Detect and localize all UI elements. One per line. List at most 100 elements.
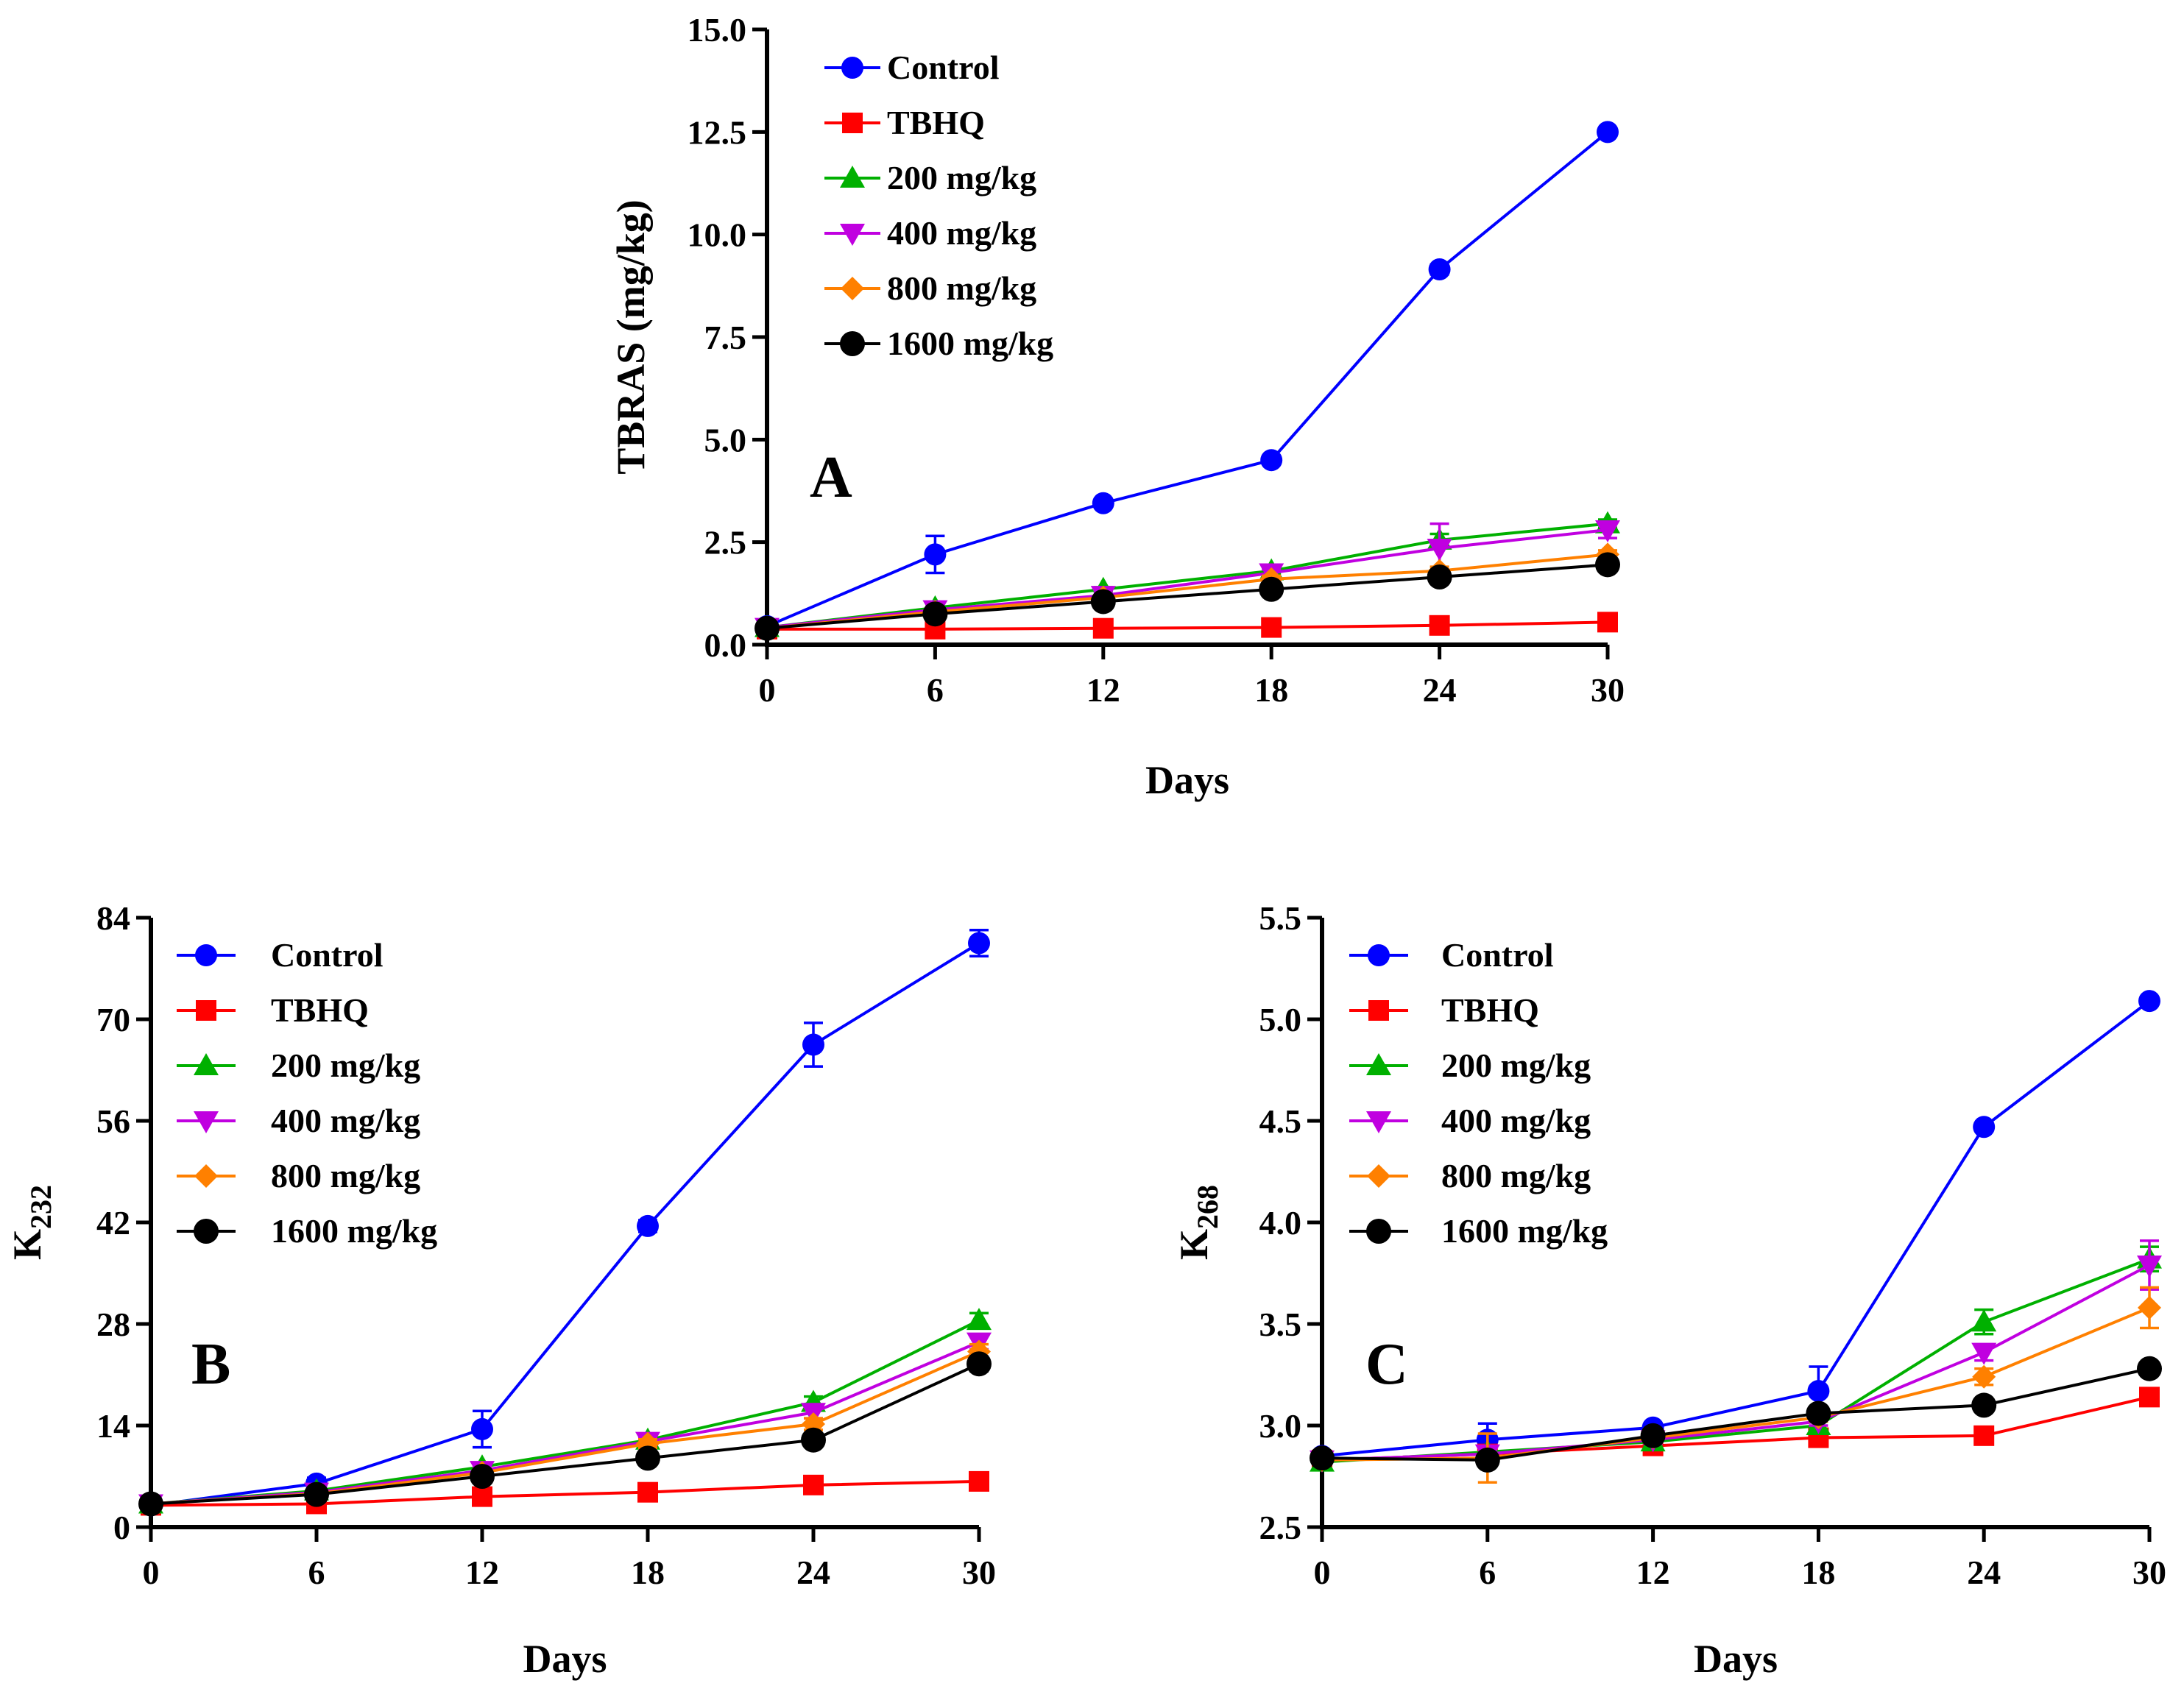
panel-c-x-tick-label: 6 xyxy=(1479,1554,1496,1591)
panel-c-legend-label: 800 mg/kg xyxy=(1441,1157,1591,1194)
panel-c-legend-label: 1600 mg/kg xyxy=(1441,1212,1608,1250)
panel-a-line-tbhq xyxy=(767,620,1608,631)
panel-b-point-control xyxy=(968,932,990,955)
panel-c-legend-label: 200 mg/kg xyxy=(1441,1047,1591,1084)
panel-b-x-axis-title: Days xyxy=(523,1637,607,1681)
panel-c-y-tick-label: 3.5 xyxy=(1259,1306,1302,1343)
panel-c-y-tick-label: 5.5 xyxy=(1259,899,1302,937)
panel-b-series-1600-mg-kg xyxy=(138,1351,992,1517)
panel-c-series-200-mg-kg xyxy=(1310,1245,2162,1472)
panel-c-y-tick-label: 3.0 xyxy=(1259,1407,1302,1445)
panel-b-legend-label: Control xyxy=(271,936,384,974)
panel-c-x-tick-label: 18 xyxy=(1801,1554,1835,1591)
panel-c-y-tick-label: 5.0 xyxy=(1259,1001,1302,1038)
panel-c-point-200-mg-kg xyxy=(1971,1309,1997,1332)
panel-c-point-1600-mg-kg xyxy=(1806,1401,1831,1426)
panel-b-y-axis-title: K232 xyxy=(5,1185,57,1260)
panel-a-point-tbhq xyxy=(1261,617,1282,638)
panel-a-y-tick-label: 0.0 xyxy=(704,626,747,664)
panel-b-letter: B xyxy=(191,1332,230,1397)
panel-a-legend: Control TBHQ 200 mg/kg 400 mg/kg 800 mg/kg 16… xyxy=(824,49,1053,362)
panel-b-point-200-mg-kg xyxy=(966,1308,992,1331)
panel-c-x-tick-label: 30 xyxy=(2132,1554,2166,1591)
panel-b-legend-label: 800 mg/kg xyxy=(271,1157,420,1194)
panel-b-point-control xyxy=(471,1417,493,1440)
panel-c-point-tbhq xyxy=(1973,1425,1995,1446)
panel-c-point-1600-mg-kg xyxy=(1971,1392,1997,1418)
panel-c-line-400-mg-kg xyxy=(1321,1264,2150,1462)
panel-b-line-200-mg-kg xyxy=(150,1319,980,1506)
panel-b-point-control xyxy=(802,1033,824,1056)
panel-a-x-tick-label: 30 xyxy=(1591,671,1625,709)
panel-b-y-tick-label: 42 xyxy=(96,1204,130,1242)
panel-a-legend-marker-1600-mg-kg xyxy=(840,331,865,356)
panel-a-x-tick-label: 0 xyxy=(759,671,776,709)
panel-b-y-tick-label: 28 xyxy=(96,1306,130,1343)
panel-c-y-tick-label: 4.0 xyxy=(1259,1204,1302,1242)
panel-a-point-400-mg-kg xyxy=(1595,520,1620,542)
panel-b-legend-label: 1600 mg/kg xyxy=(271,1212,437,1250)
panel-a-point-tbhq xyxy=(1092,617,1114,639)
panel-a-line-800-mg-kg xyxy=(766,553,1608,630)
panel-b-y-tick-label: 84 xyxy=(96,899,130,937)
panel-b-x-tick-label: 30 xyxy=(962,1554,996,1591)
panel-c-legend-label: 400 mg/kg xyxy=(1441,1102,1591,1139)
panel-c-letter: C xyxy=(1365,1332,1408,1397)
panel-c-legend-label: Control xyxy=(1441,936,1554,974)
panel-a-legend-marker-800-mg-kg xyxy=(841,277,864,300)
panel-c-legend-marker-control xyxy=(1368,944,1390,966)
panel-c-point-1600-mg-kg xyxy=(1640,1423,1666,1448)
panel-c-legend-marker-400-mg-kg xyxy=(1366,1111,1391,1133)
panel-b-series-control xyxy=(140,929,990,1517)
panel-c-x-tick-label: 24 xyxy=(1967,1554,2001,1591)
panel-a-line-200-mg-kg xyxy=(766,522,1608,629)
panel-b-point-1600-mg-kg xyxy=(801,1427,826,1453)
panel-a-x-tick-label: 12 xyxy=(1086,671,1120,709)
panel-a-legend-label: 400 mg/kg xyxy=(887,214,1036,252)
panel-a-x-axis-title: Days xyxy=(1145,758,1229,802)
panel-a-point-1600-mg-kg xyxy=(1090,589,1116,615)
panel-a-point-1600-mg-kg xyxy=(1427,564,1452,590)
panel-c-point-control xyxy=(1973,1116,1996,1139)
panel-c-point-control xyxy=(2138,990,2160,1013)
panel-b-legend-label: 400 mg/kg xyxy=(271,1102,420,1139)
panel-a-y-tick-label: 12.5 xyxy=(688,113,747,151)
panel-a-point-1600-mg-kg xyxy=(754,615,780,641)
panel-c-point-1600-mg-kg xyxy=(1474,1447,1500,1473)
panel-b-point-1600-mg-kg xyxy=(470,1464,495,1489)
panel-b-legend-marker-tbhq xyxy=(196,1000,216,1021)
panel-c-line-1600-mg-kg xyxy=(1321,1367,2150,1462)
panel-b-y-tick-label: 70 xyxy=(96,1001,130,1038)
panel-a-letter: A xyxy=(810,445,852,510)
panel-c-legend-marker-200-mg-kg xyxy=(1366,1053,1391,1075)
panel-a-legend-label: 1600 mg/kg xyxy=(887,325,1053,362)
panel-b-x-tick-label: 24 xyxy=(796,1554,830,1591)
panel-b-line-1600-mg-kg xyxy=(150,1362,980,1506)
panel-b-point-tbhq xyxy=(637,1481,658,1503)
panel-c-x-tick-label: 12 xyxy=(1636,1554,1670,1591)
panel-c-point-tbhq xyxy=(2139,1387,2160,1408)
panel-a-legend-label: 800 mg/kg xyxy=(887,269,1036,307)
panel-a-point-control xyxy=(1428,258,1451,281)
panel-a-y-tick-label: 10.0 xyxy=(688,216,747,254)
panel-a-point-1600-mg-kg xyxy=(1595,552,1620,578)
panel-a-legend-label: 200 mg/kg xyxy=(887,159,1036,196)
panel-c-x-tick-label: 0 xyxy=(1314,1554,1331,1591)
panel-a-legend-marker-control xyxy=(841,57,863,79)
panel-c-legend-label: TBHQ xyxy=(1441,991,1539,1029)
panel-a-line-1600-mg-kg xyxy=(766,563,1608,630)
panel-c-legend: Control TBHQ 200 mg/kg 400 mg/kg 800 mg/kg 16… xyxy=(1349,936,1608,1250)
panel-a-point-1600-mg-kg xyxy=(1259,576,1284,602)
panel-b-legend-marker-800-mg-kg xyxy=(194,1164,218,1188)
panel-b-legend: Control TBHQ 200 mg/kg 400 mg/kg 800 mg/kg 16… xyxy=(177,936,437,1250)
panel-b-legend-marker-200-mg-kg xyxy=(194,1053,219,1075)
panel-c-point-800-mg-kg xyxy=(1972,1364,1996,1389)
panel-a-line-400-mg-kg xyxy=(766,528,1608,629)
panel-c-legend-marker-tbhq xyxy=(1368,1000,1389,1021)
panel-a-point-tbhq xyxy=(1429,615,1450,636)
panel-b-series-tbhq xyxy=(141,1470,989,1516)
panel-b-legend-label: 200 mg/kg xyxy=(271,1047,420,1084)
panel-b-line-400-mg-kg xyxy=(150,1340,980,1506)
panel-c-legend-marker-1600-mg-kg xyxy=(1366,1219,1391,1244)
